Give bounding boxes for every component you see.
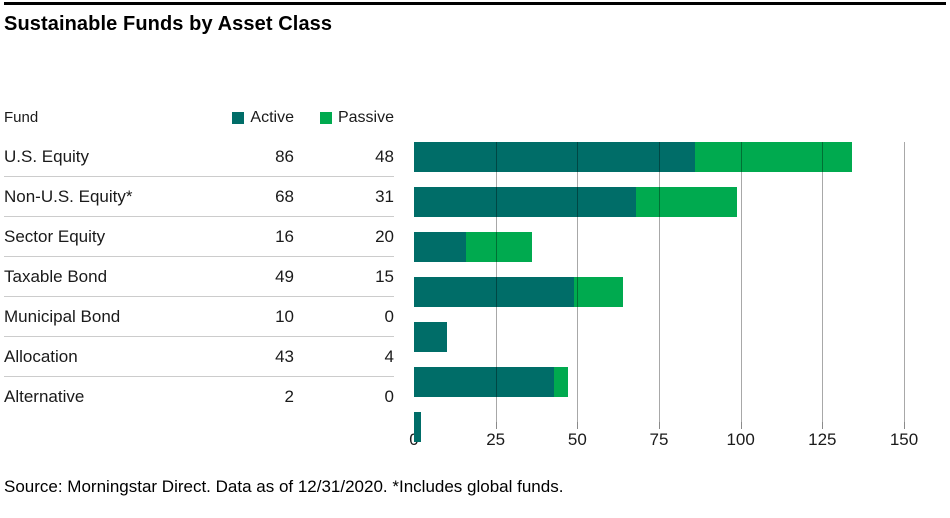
stacked-bar [414, 232, 904, 262]
table-row: Sector Equity 16 20 [4, 217, 394, 257]
legend-item-active: Active [204, 109, 294, 127]
gridline [740, 142, 742, 422]
active-value: 43 [275, 346, 294, 366]
active-bar-segment [414, 322, 447, 352]
active-legend-label: Active [250, 108, 294, 126]
passive-legend-swatch [319, 111, 332, 124]
passive-value: 0 [384, 306, 394, 326]
passive-legend-label: Passive [337, 108, 394, 126]
active-bar-segment [414, 232, 467, 262]
table-row: Municipal Bond 10 0 [4, 297, 394, 337]
gridline [904, 142, 905, 422]
fund-label: U.S. Equity [4, 146, 90, 166]
stacked-bar [414, 322, 904, 352]
gridline [577, 142, 579, 422]
passive-value: 48 [375, 146, 394, 166]
active-legend-swatch [232, 111, 245, 124]
bar-row [414, 322, 904, 362]
gridline [822, 142, 824, 422]
stacked-bar [414, 412, 904, 442]
fund-label: Allocation [4, 346, 78, 366]
fund-table: Fund Active Passive U.S. Equity 86 48 Non-U… [4, 98, 394, 458]
active-value: 68 [275, 186, 294, 206]
axis-tick-label: 125 [808, 430, 837, 449]
active-value: 2 [284, 387, 294, 406]
stacked-bar [414, 277, 904, 307]
passive-value: 20 [375, 226, 394, 246]
passive-bar-segment [636, 187, 738, 217]
axis-tick [659, 422, 660, 429]
fund-label: Taxable Bond [4, 266, 108, 286]
source-note: Source: Morningstar Direct. Data as of 1… [4, 477, 564, 496]
passive-value: 4 [384, 346, 394, 366]
stacked-bar [414, 187, 904, 217]
active-value: 10 [275, 306, 294, 326]
axis-tick [822, 422, 824, 429]
active-bar-segment [414, 412, 421, 442]
bar-row [414, 142, 904, 182]
axis-tick-label: 150 [889, 430, 919, 449]
legend-item-passive: Passive [294, 109, 394, 127]
top-rule [4, 2, 946, 5]
active-value: 16 [275, 226, 294, 246]
table-row: Alternative 2 0 [4, 377, 394, 417]
bar-row [414, 187, 904, 227]
chart-plot-area [414, 142, 905, 442]
passive-value: 0 [384, 387, 394, 406]
table-row: U.S. Equity 86 48 [4, 137, 394, 177]
table-row: Non-U.S. Equity* 68 31 [4, 177, 394, 217]
fund-label: Non-U.S. Equity* [4, 186, 133, 206]
table-row: Allocation 43 4 [4, 337, 394, 377]
axis-tick-label: 50 [567, 430, 587, 449]
gridline [495, 142, 497, 422]
table-row: Taxable Bond 49 15 [4, 257, 394, 297]
table-body: U.S. Equity 86 48 Non-U.S. Equity* 68 31 Secto… [4, 137, 394, 417]
bar-row [414, 232, 904, 272]
bar-row [414, 367, 904, 407]
active-bar-segment [414, 367, 555, 397]
stacked-bar [414, 142, 904, 172]
axis-tick [495, 422, 497, 429]
gridline [659, 142, 660, 422]
chart-spacer [414, 98, 946, 137]
axis-tick-label: 75 [649, 430, 669, 449]
axis-tick [740, 422, 742, 429]
page-title: Sustainable Funds by Asset Class [4, 13, 333, 35]
active-bar-segment [414, 277, 575, 307]
fund-label: Municipal Bond [4, 306, 121, 326]
active-value: 49 [275, 266, 294, 286]
active-bar-segment [414, 142, 695, 172]
passive-bar-segment [694, 142, 852, 172]
axis-tick-label: 100 [726, 430, 755, 449]
active-bar-segment [414, 187, 637, 217]
bar-row [414, 412, 904, 452]
active-value: 86 [275, 146, 294, 166]
axis-tick [904, 422, 905, 429]
passive-bar-segment [466, 232, 532, 262]
stacked-bar [414, 367, 904, 397]
fund-label: Sector Equity [4, 226, 106, 246]
bar-row [414, 277, 904, 317]
passive-bar-segment [554, 367, 568, 397]
axis-tick [577, 422, 579, 429]
passive-value: 31 [375, 186, 394, 206]
table-header-row: Fund Active Passive [4, 98, 394, 137]
axis-tick-label: 25 [486, 430, 506, 449]
passive-value: 15 [375, 266, 394, 286]
fund-column-header: Fund [4, 109, 39, 126]
fund-label: Alternative [4, 387, 85, 406]
passive-bar-segment [574, 277, 624, 307]
main-content: Fund Active Passive U.S. Equity 86 48 Non-U… [4, 98, 946, 458]
